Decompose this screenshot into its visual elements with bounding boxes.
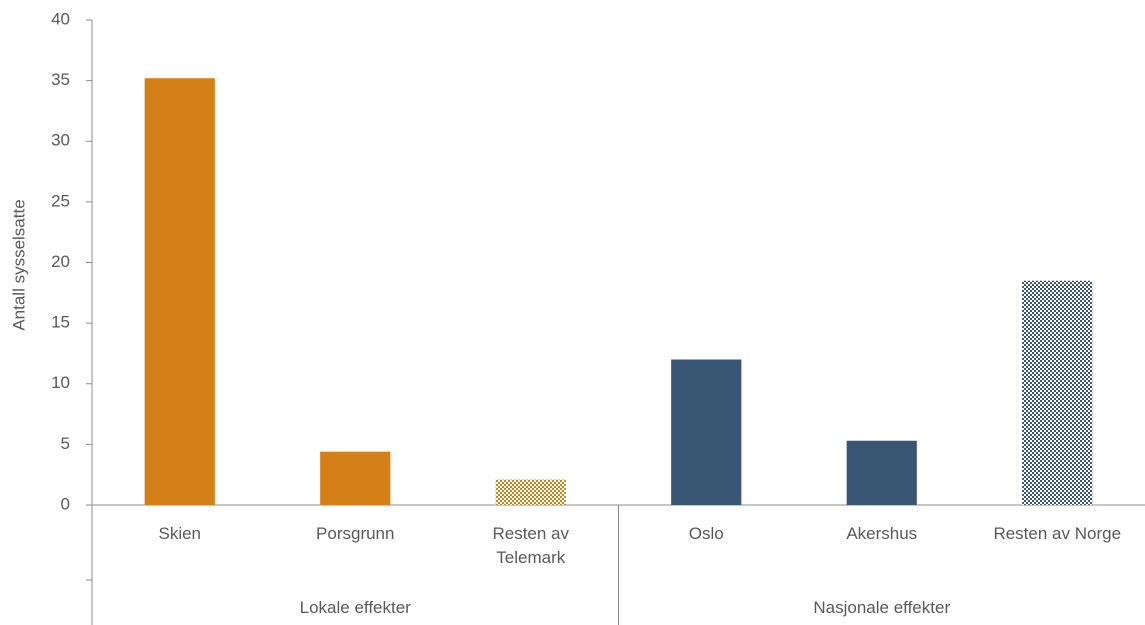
bar	[846, 440, 917, 505]
y-tick-label: 35	[51, 70, 70, 89]
y-tick-label: 5	[61, 434, 70, 453]
x-tick-label: Resten av Telemark	[492, 524, 570, 567]
x-tick-label: Skien	[158, 524, 202, 543]
y-tick-label: 40	[51, 9, 70, 28]
y-tick-label: 25	[51, 191, 70, 210]
x-tick-label: Resten av Norge	[993, 524, 1122, 543]
y-tick-label: 15	[51, 313, 70, 332]
x-tick-label: Akershus	[846, 524, 918, 543]
y-tick-label: 10	[51, 373, 70, 392]
bar	[320, 451, 391, 505]
bar	[144, 78, 215, 505]
y-tick-label: 30	[51, 131, 70, 150]
x-tick-label: Porsgrunn	[316, 524, 395, 543]
group-label: Lokale effekter	[299, 598, 411, 617]
y-tick-label: 20	[51, 252, 70, 271]
bar	[1022, 280, 1093, 505]
x-tick-label: Oslo	[688, 524, 724, 543]
bar	[495, 479, 566, 505]
bar	[671, 359, 742, 505]
y-axis-label: Antall sysselsatte	[9, 199, 28, 330]
y-tick-label: 0	[61, 494, 70, 513]
group-label: Nasjonale effekter	[813, 598, 951, 617]
